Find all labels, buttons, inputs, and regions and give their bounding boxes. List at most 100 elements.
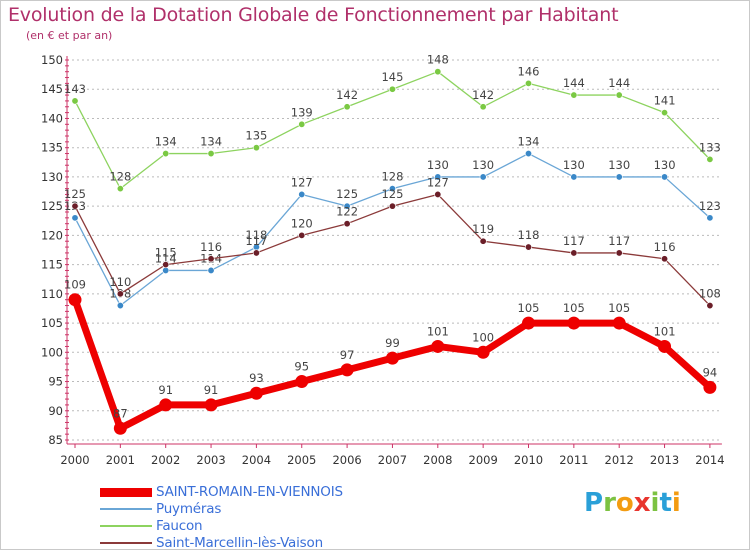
legend-swatch [100, 508, 152, 510]
data-label: 123 [699, 199, 721, 213]
x-tick-label: 2004 [242, 453, 271, 467]
x-tick-label: 2011 [559, 453, 588, 467]
data-label: 130 [608, 158, 630, 172]
data-label: 105 [518, 301, 540, 315]
logo-letter: x [633, 488, 651, 518]
y-tick-label: 110 [41, 287, 63, 301]
data-label: 117 [563, 234, 585, 248]
legend-label: Puyméras [156, 501, 222, 517]
data-point [661, 173, 669, 181]
legend-swatch [100, 525, 152, 527]
data-label: 118 [245, 228, 267, 242]
data-point [570, 173, 578, 181]
data-point [658, 339, 672, 353]
data-label: 93 [249, 371, 264, 385]
data-point [385, 351, 399, 365]
data-point [524, 79, 532, 87]
x-tick-label: 2010 [514, 453, 543, 467]
data-label: 135 [245, 129, 267, 143]
data-point [703, 380, 717, 394]
data-label: 130 [472, 158, 494, 172]
proxiti-logo: Proxiti [584, 488, 681, 518]
data-point [343, 202, 351, 210]
data-label: 139 [291, 105, 313, 119]
data-point [249, 386, 263, 400]
y-tick-label: 90 [48, 404, 63, 418]
y-tick-label: 85 [48, 433, 63, 447]
data-point [706, 155, 714, 163]
y-tick-label: 140 [41, 111, 63, 125]
logo-letter: r [603, 488, 616, 518]
data-point [661, 109, 669, 117]
data-point [612, 316, 626, 330]
data-label: 148 [427, 53, 449, 67]
data-point [295, 375, 309, 389]
data-label: 134 [200, 135, 222, 149]
data-point [524, 243, 532, 251]
data-label: 122 [336, 205, 358, 219]
logo-letter: i [650, 488, 660, 518]
y-tick-label: 95 [48, 375, 63, 389]
legend-swatch [100, 542, 152, 544]
x-tick-label: 2006 [332, 453, 361, 467]
data-label: 142 [336, 88, 358, 102]
data-point [298, 120, 306, 128]
data-point [113, 421, 127, 435]
data-point [570, 249, 578, 257]
x-tick-label: 2001 [106, 453, 135, 467]
chart-title: Evolution de la Dotation Globale de Fonc… [8, 4, 619, 26]
legend-label: Saint-Marcellin-lès-Vaison [156, 535, 323, 551]
y-tick-label: 120 [41, 228, 63, 242]
data-label: 130 [427, 158, 449, 172]
data-point [298, 190, 306, 198]
data-label: 144 [563, 76, 585, 90]
data-label: 128 [381, 170, 403, 184]
logo-letter: o [615, 488, 634, 518]
data-point [388, 202, 396, 210]
data-point [479, 103, 487, 111]
series-saint-romain-en-viennois: 109 87 91 91 93 95 97 99 101 100 105 105 105 101 94 [64, 278, 717, 435]
data-label: 117 [608, 234, 630, 248]
data-point [388, 85, 396, 93]
data-point [252, 249, 260, 257]
data-point [570, 91, 578, 99]
data-label: 114 [155, 251, 177, 265]
x-tick-label: 2002 [151, 453, 180, 467]
data-label: 133 [699, 140, 721, 154]
data-label: 105 [563, 301, 585, 315]
legend-swatch [100, 488, 152, 497]
data-point [479, 173, 487, 181]
x-tick-label: 2000 [60, 453, 89, 467]
data-point [615, 249, 623, 257]
data-label: 101 [427, 324, 449, 338]
data-label: 134 [518, 135, 540, 149]
data-point [434, 173, 442, 181]
data-point [71, 97, 79, 105]
data-point [116, 302, 124, 310]
data-point [431, 339, 445, 353]
data-point [388, 185, 396, 193]
data-point [615, 173, 623, 181]
data-label: 110 [109, 275, 131, 289]
data-label: 144 [608, 76, 630, 90]
y-tick-label: 130 [41, 170, 63, 184]
x-tick-label: 2013 [650, 453, 679, 467]
data-label: 125 [336, 187, 358, 201]
y-tick-label: 145 [41, 82, 63, 96]
line-chart: 8590951001051101151201251301351401451502… [41, 53, 724, 467]
legend-label: Faucon [156, 518, 203, 534]
chart-subtitle: (en € et par an) [26, 29, 113, 42]
data-label: 125 [381, 187, 403, 201]
data-label: 125 [64, 187, 86, 201]
data-point [298, 231, 306, 239]
data-label: 108 [699, 287, 721, 301]
data-label: 94 [703, 365, 718, 379]
logo-letter: t [659, 488, 672, 518]
data-label: 143 [64, 82, 86, 96]
data-label: 101 [654, 324, 676, 338]
data-label: 127 [291, 175, 313, 189]
data-point [252, 144, 260, 152]
y-tick-label: 135 [41, 141, 63, 155]
data-label: 95 [294, 360, 309, 374]
